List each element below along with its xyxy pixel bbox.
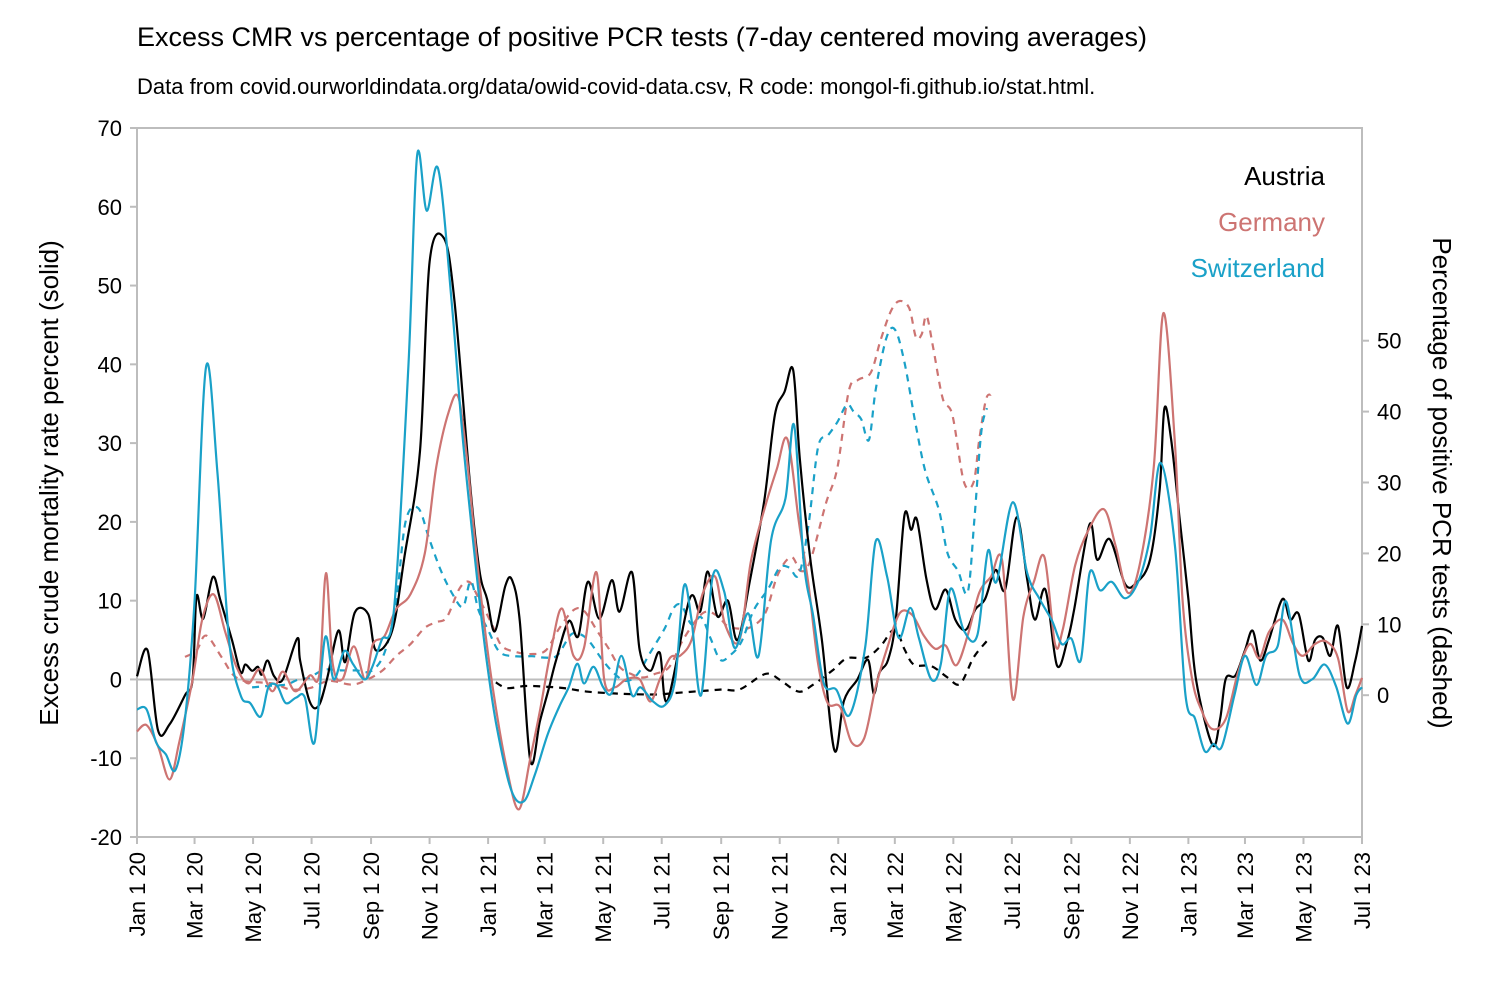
germany-line (136, 311, 1364, 811)
x-tick-label: Jul 1 21 (650, 852, 675, 929)
x-tick-label: Jul 1 23 (1350, 852, 1375, 929)
y2-tick-label: 30 (1377, 471, 1401, 496)
plot-frame (136, 127, 1363, 838)
x-tick-label: Mar 1 23 (1233, 852, 1258, 939)
x-tick-label: Jul 1 20 (300, 852, 325, 929)
germany-pcr-positivity-line (184, 299, 992, 691)
y2-tick-label: 20 (1377, 541, 1401, 566)
x-tick-label: Jan 1 23 (1176, 852, 1201, 936)
x-tick-label: Mar 1 20 (183, 852, 208, 939)
y2-tick-label: 0 (1377, 683, 1389, 708)
y-tick-label: 50 (98, 274, 122, 299)
y-tick-label: 70 (98, 116, 122, 141)
x-tick-label: May 1 21 (591, 852, 616, 943)
x-tick-label: Jan 1 21 (476, 852, 501, 936)
y-tick-label: 60 (98, 195, 122, 220)
x-tick-label: Sep 1 22 (1059, 852, 1084, 940)
y2-axis-title: Percentage of positive PCR tests (dashed… (1427, 237, 1457, 728)
legend-item-germany: Germany (1218, 207, 1325, 237)
y-tick-label: -10 (90, 746, 122, 771)
legend: Austria Germany Switzerland (1191, 161, 1326, 283)
y2-tick-label: 10 (1377, 612, 1401, 637)
chart-title: Excess CMR vs percentage of positive PCR… (137, 22, 1147, 52)
x-tick-label: Nov 1 20 (418, 852, 443, 940)
x-tick-label: Sep 1 21 (709, 852, 734, 940)
x-tick-label: May 1 23 (1291, 852, 1316, 943)
legend-item-switzerland: Switzerland (1191, 253, 1325, 283)
austria-pcr-positivity-line (495, 628, 992, 696)
y-tick-label: 0 (110, 667, 122, 692)
series-lines (135, 149, 1364, 811)
x-tick-label: Mar 1 22 (883, 852, 908, 939)
y-tick-label: 40 (98, 352, 122, 377)
x-tick-label: Nov 1 21 (768, 852, 793, 940)
axes: -20 -10 0 10 20 30 40 50 60 70 0 10 20 30 40 50 Jan 1 20… (90, 116, 1401, 943)
legend-item-austria: Austria (1244, 161, 1325, 191)
x-tick-label: Sep 1 20 (359, 852, 384, 940)
switzerland-line (136, 149, 1363, 804)
x-tick-label: Jul 1 22 (1000, 852, 1025, 929)
x-tick-label: May 1 22 (941, 852, 966, 943)
x-tick-label: Jan 1 20 (125, 852, 150, 936)
y-tick-label: 30 (98, 431, 122, 456)
y-tick-label: 20 (98, 510, 122, 535)
y-tick-label: -20 (90, 825, 122, 850)
x-tick-label: Jan 1 22 (826, 852, 851, 936)
x-tick-label: Mar 1 21 (533, 852, 558, 939)
y-axis-title: Excess crude mortality rate percent (sol… (34, 240, 64, 726)
y2-tick-label: 50 (1377, 329, 1401, 354)
y-tick-label: 10 (98, 589, 122, 614)
x-tick-label: Nov 1 22 (1118, 852, 1143, 940)
y2-tick-label: 40 (1377, 400, 1401, 425)
switzerland-pcr-positivity-line (252, 326, 988, 689)
chart-subtitle: Data from covid.ourworldindata.org/data/… (137, 74, 1096, 99)
x-tick-label: May 1 20 (241, 852, 266, 943)
